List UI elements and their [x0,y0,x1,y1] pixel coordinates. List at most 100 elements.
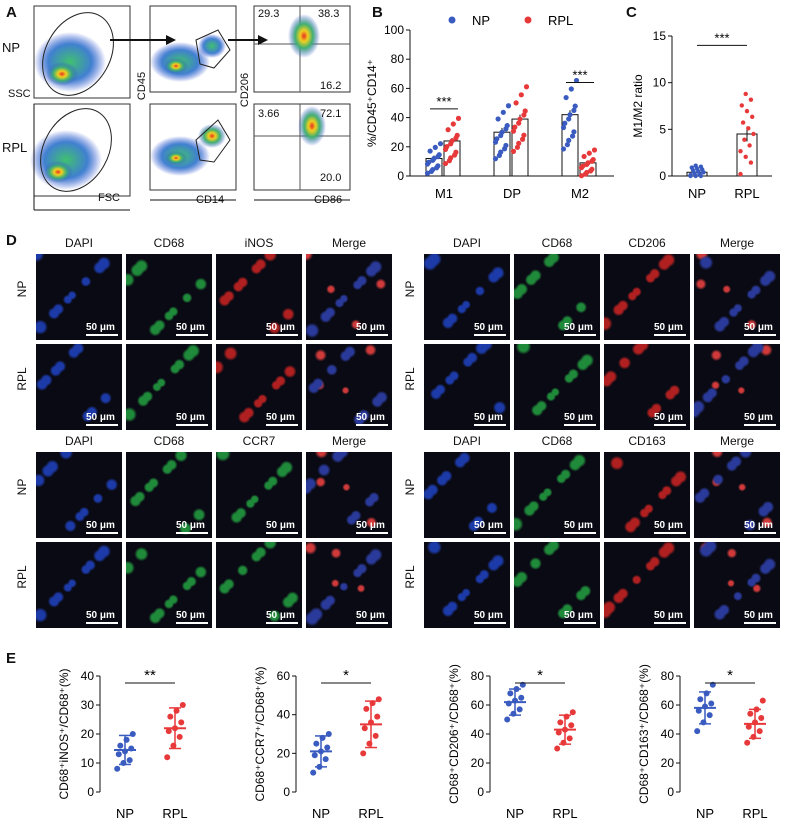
data-point [706,712,713,719]
y-tick-label: 10 [81,756,95,770]
quadrant-rpl-ul: 3.66 [258,108,280,120]
significance-label: *** [714,30,729,45]
microscopy-image: 50 μm [306,344,392,430]
data-point [504,716,511,723]
data-point [746,126,751,131]
microscopy-image: 50 μm [514,344,600,430]
data-point [562,120,568,126]
data-point [492,139,499,145]
scale-bar: 50 μm [654,520,686,534]
data-point [495,116,501,122]
data-point [427,148,433,154]
row-label: NP [403,478,417,496]
data-point [165,728,172,735]
data-point [176,733,183,740]
data-point [505,103,512,109]
microscopy-image: 50 μm [306,254,392,340]
y-axis-title: %/CD45⁺CD14⁺ [365,59,379,147]
chart-e2: 0 20 40 60 CD68⁺CCR7⁺/CD68⁺(%) NP RPL * [253,666,384,821]
data-point [555,729,562,736]
significance-label: * [343,667,349,684]
data-point [375,696,382,703]
microscopy-image: 50 μm [216,254,302,340]
data-point [582,171,588,177]
group-label-np: NP [2,40,21,55]
row-label: NP [15,280,29,298]
data-point [557,719,564,726]
data-point [578,173,585,179]
data-point [697,696,704,703]
data-point [751,131,756,137]
data-point [430,157,436,163]
legend-marker [448,16,456,24]
data-point [164,754,171,761]
microscopy-image: 50 μm [126,344,212,430]
data-point [739,103,744,108]
x-tick-label: NP [116,806,134,821]
x-tick-label: NP [688,186,706,201]
data-point [324,744,331,751]
data-point [743,91,748,97]
x-tick-label: M1 [435,186,453,201]
data-point [374,713,381,720]
data-point [758,715,765,722]
data-point [514,144,520,150]
x-tick-label: RPL [358,806,383,821]
x-tick-label: NP [506,806,524,821]
data-point [584,161,590,168]
scale-bar: 50 μm [744,520,776,534]
data-point [568,86,574,92]
scale-bar: 50 μm [564,520,596,534]
data-point [520,136,526,142]
scale-bar: 50 μm [654,412,686,426]
y-tick-label: 0 [477,785,484,799]
y-tick-label: 40 [391,111,405,125]
data-point [743,154,748,160]
y-tick-label: 0 [283,785,290,799]
microscopy-image: 50 μm [694,344,780,430]
scale-bar: 50 μm [356,610,388,624]
x-tick-label: M2 [571,186,589,201]
data-point [510,148,517,154]
y-tick-label: 0 [397,169,404,183]
channel-header: CD163 [628,434,666,448]
data-point [523,84,530,90]
scale-bar: 50 μm [474,520,506,534]
data-point [567,112,573,118]
data-point [518,694,525,701]
channel-header: CD206 [628,236,666,250]
channel-header: CD68 [541,434,573,448]
data-point [744,739,751,746]
data-point [502,146,508,152]
channel-header: CCR7 [242,434,276,448]
data-point [522,108,528,114]
scale-bar: 50 μm [176,610,208,624]
axis-label-ssc: SSC [8,88,31,100]
data-point [446,158,452,164]
y-tick-label: 20 [471,756,485,770]
y-tick-label: 5 [659,122,666,136]
microscopy-image: 50 μm [36,452,122,538]
axis-label-cd45: CD45 [136,71,149,101]
scale-bar: 50 μm [86,412,118,426]
microscopy-image: 50 μm [424,254,510,340]
microscopy-image: 50 μm [604,542,690,628]
data-point [750,114,755,120]
y-axis-title: M1/M2 ratio [631,74,645,138]
microscopy-image: 50 μm [694,254,780,340]
scale-bar: 50 μm [356,520,388,534]
data-point [115,751,122,758]
data-point [450,121,456,127]
data-point [563,94,569,101]
y-tick-label: 40 [81,669,95,683]
y-tick-label: 60 [277,669,291,683]
x-tick-label: RPL [552,806,577,821]
x-tick-label: DP [503,186,521,201]
data-point [516,140,522,146]
microscopy-image: 50 μm [126,452,212,538]
data-point [566,116,572,122]
data-point [521,112,527,118]
scale-bar: 50 μm [744,322,776,336]
y-tick-label: 80 [661,669,675,683]
microscopy-image: 50 μm [306,452,392,538]
